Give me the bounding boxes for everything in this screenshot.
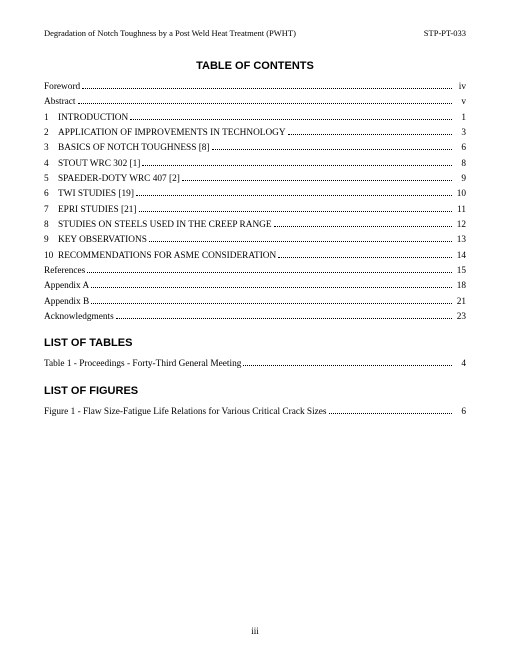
toc-entry: 10RECOMMENDATIONS FOR ASME CONSIDERATION… [44, 249, 466, 264]
entry-label: Acknowledgments [44, 310, 114, 325]
entry-page: 15 [454, 264, 466, 279]
entry-page: 14 [454, 249, 466, 264]
entry-label: KEY OBSERVATIONS [58, 233, 147, 248]
entry-leader-dots [136, 195, 452, 196]
entry-page: 8 [454, 157, 466, 172]
toc-title: TABLE OF CONTENTS [44, 60, 466, 72]
entry-page: 10 [454, 187, 466, 202]
entry-leader-dots [139, 211, 452, 212]
entry-label: SPAEDER-DOTY WRC 407 [2] [58, 172, 180, 187]
entry-label: EPRI STUDIES [21] [58, 203, 137, 218]
entry-leader-dots [182, 180, 452, 181]
header-right: STP-PT-033 [424, 28, 466, 38]
toc-entry: Appendix B 21 [44, 295, 466, 310]
entry-leader-dots [243, 365, 452, 366]
entry-leader-dots [82, 88, 452, 89]
entry-leader-dots [274, 226, 452, 227]
entry-label: Table 1 - Proceedings - Forty-Third Gene… [44, 357, 241, 372]
toc-entry: Foreword iv [44, 80, 466, 95]
entry-number: 2 [44, 126, 58, 141]
toc-entry: 1INTRODUCTION1 [44, 111, 466, 126]
entry-number: 5 [44, 172, 58, 187]
lof-title: LIST OF FIGURES [44, 385, 466, 397]
toc-entry: 4STOUT WRC 302 [1] 8 [44, 157, 466, 172]
entry-leader-dots [78, 103, 453, 104]
lot-entry: Table 1 - Proceedings - Forty-Third Gene… [44, 357, 466, 372]
entry-label: Foreword [44, 80, 80, 95]
lot-title: LIST OF TABLES [44, 337, 466, 349]
entry-number: 3 [44, 141, 58, 156]
entry-page: 13 [454, 233, 466, 248]
entry-label: INTRODUCTION [58, 111, 128, 126]
document-header: Degradation of Notch Toughness by a Post… [44, 28, 466, 38]
page-number: iii [0, 626, 510, 636]
entry-label: STOUT WRC 302 [1] [58, 157, 140, 172]
toc-entry: 5SPAEDER-DOTY WRC 407 [2] 9 [44, 172, 466, 187]
lof-list: Figure 1 - Flaw Size-Fatigue Life Relati… [44, 405, 466, 420]
header-left: Degradation of Notch Toughness by a Post… [44, 28, 296, 38]
entry-page: 6 [454, 405, 466, 420]
entry-label: Appendix A [44, 279, 89, 294]
entry-number: 1 [44, 111, 58, 126]
entry-label: BASICS OF NOTCH TOUGHNESS [8] [58, 141, 210, 156]
entry-leader-dots [91, 303, 452, 304]
entry-page: 11 [454, 203, 466, 218]
toc-entry: Acknowledgments 23 [44, 310, 466, 325]
entry-number: 9 [44, 233, 58, 248]
toc-entry: 3BASICS OF NOTCH TOUGHNESS [8] 6 [44, 141, 466, 156]
entry-leader-dots [116, 318, 452, 319]
entry-page: 9 [454, 172, 466, 187]
entry-leader-dots [212, 149, 452, 150]
entry-leader-dots [288, 134, 452, 135]
entry-leader-dots [142, 165, 452, 166]
entry-leader-dots [149, 241, 452, 242]
entry-label: Abstract [44, 95, 76, 110]
entry-leader-dots [91, 287, 452, 288]
entry-leader-dots [329, 413, 452, 414]
entry-page: 23 [454, 310, 466, 325]
entry-label: Figure 1 - Flaw Size-Fatigue Life Relati… [44, 405, 327, 420]
entry-page: 18 [454, 279, 466, 294]
entry-label: RECOMMENDATIONS FOR ASME CONSIDERATION [58, 249, 276, 264]
entry-page: 4 [454, 357, 466, 372]
entry-page: iv [454, 80, 466, 95]
entry-number: 10 [44, 249, 58, 264]
lof-entry: Figure 1 - Flaw Size-Fatigue Life Relati… [44, 405, 466, 420]
entry-page: 1 [454, 111, 466, 126]
entry-number: 4 [44, 157, 58, 172]
entry-leader-dots [130, 119, 452, 120]
entry-number: 8 [44, 218, 58, 233]
entry-label: TWI STUDIES [19] [58, 187, 134, 202]
entry-label: Appendix B [44, 295, 89, 310]
entry-label: References [44, 264, 85, 279]
entry-page: 6 [454, 141, 466, 156]
toc-entry: Abstract v [44, 95, 466, 110]
entry-page: 3 [454, 126, 466, 141]
entry-leader-dots [87, 272, 452, 273]
entry-leader-dots [278, 257, 452, 258]
toc-list: ForewordivAbstractv1INTRODUCTION12APPLIC… [44, 80, 466, 325]
entry-page: 12 [454, 218, 466, 233]
toc-entry: References 15 [44, 264, 466, 279]
entry-label: STUDIES ON STEELS USED IN THE CREEP RANG… [58, 218, 272, 233]
entry-number: 6 [44, 187, 58, 202]
toc-entry: 2APPLICATION OF IMPROVEMENTS IN TECHNOLO… [44, 126, 466, 141]
toc-entry: 6TWI STUDIES [19] 10 [44, 187, 466, 202]
toc-entry: 9KEY OBSERVATIONS 13 [44, 233, 466, 248]
lot-list: Table 1 - Proceedings - Forty-Third Gene… [44, 357, 466, 372]
entry-label: APPLICATION OF IMPROVEMENTS IN TECHNOLOG… [58, 126, 286, 141]
toc-entry: 8STUDIES ON STEELS USED IN THE CREEP RAN… [44, 218, 466, 233]
toc-entry: Appendix A 18 [44, 279, 466, 294]
entry-page: v [454, 95, 466, 110]
entry-page: 21 [454, 295, 466, 310]
entry-number: 7 [44, 203, 58, 218]
toc-entry: 7EPRI STUDIES [21] 11 [44, 203, 466, 218]
